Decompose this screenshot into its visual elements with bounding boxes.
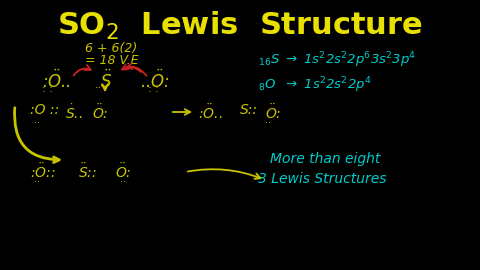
Text: ..: .. bbox=[34, 115, 40, 125]
Text: $\ddot{O}$:: $\ddot{O}$: bbox=[265, 103, 281, 122]
Text: $\ddot{O}$:: $\ddot{O}$: bbox=[92, 103, 108, 122]
Text: $\ddot{S}$: $\ddot{S}$ bbox=[100, 70, 112, 92]
Text: ..: .. bbox=[34, 174, 40, 184]
Text: ..: .. bbox=[95, 80, 102, 90]
Text: = 18 V.E: = 18 V.E bbox=[85, 54, 139, 67]
Text: $\ddot{S}$::: $\ddot{S}$:: bbox=[78, 162, 97, 181]
Text: $\ddot{O}$:: $\ddot{O}$: bbox=[115, 162, 132, 181]
Text: $\dot{S}$..: $\dot{S}$.. bbox=[65, 103, 83, 122]
Text: :$\ddot{O}$..: :$\ddot{O}$.. bbox=[42, 70, 71, 92]
Text: SO$_2$  Lewis  Structure: SO$_2$ Lewis Structure bbox=[57, 10, 423, 42]
Text: 6 + 6(2): 6 + 6(2) bbox=[85, 42, 137, 55]
Text: S::: S:: bbox=[240, 103, 258, 117]
Text: $_{16}$S $\rightarrow$ 1s$^2$2s$^2$2p$^6$3s$^2$3p$^4$: $_{16}$S $\rightarrow$ 1s$^2$2s$^2$2p$^6… bbox=[258, 50, 416, 70]
Text: $_8$O  $\rightarrow$ 1s$^2$2s$^2$2p$^4$: $_8$O $\rightarrow$ 1s$^2$2s$^2$2p$^4$ bbox=[258, 75, 372, 94]
Text: ..: .. bbox=[120, 174, 126, 184]
Text: ..$\ddot{O}$:: ..$\ddot{O}$: bbox=[140, 70, 170, 92]
Text: : :: : : bbox=[148, 84, 159, 94]
Text: :$\ddot{O}$..: :$\ddot{O}$.. bbox=[198, 103, 223, 122]
Text: :$\ddot{O}$::: :$\ddot{O}$:: bbox=[30, 162, 56, 181]
Text: More than eight: More than eight bbox=[270, 152, 380, 166]
Text: : :: : : bbox=[42, 84, 53, 94]
Text: :O ::: :O :: bbox=[30, 103, 59, 117]
Text: 3 Lewis Structures: 3 Lewis Structures bbox=[258, 172, 386, 186]
Text: ..: .. bbox=[265, 115, 271, 125]
